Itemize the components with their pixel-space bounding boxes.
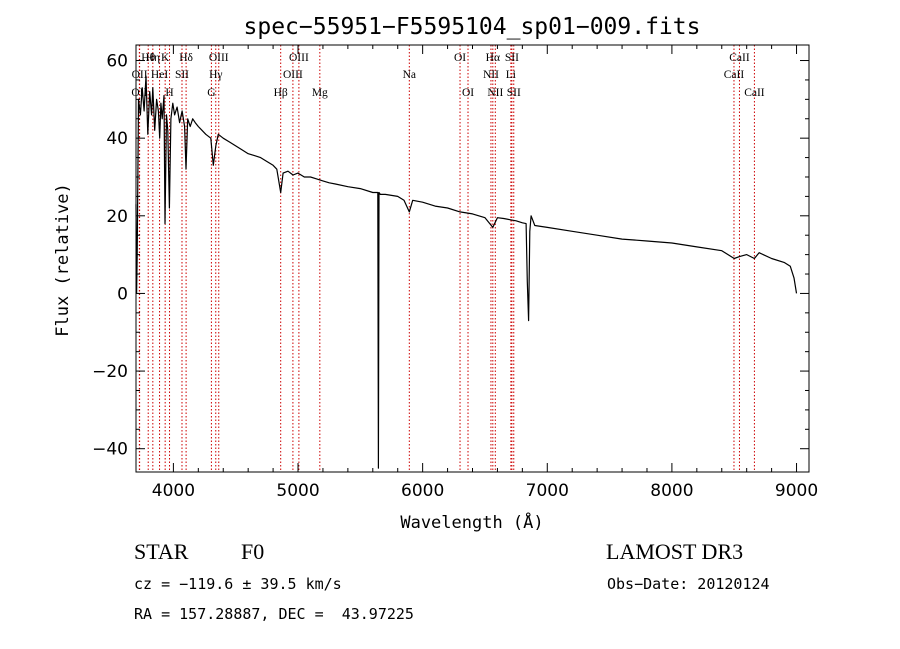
coordinates: RA = 157.28887, DEC = 43.97225 — [134, 605, 414, 623]
x-tick-label: 6000 — [401, 481, 444, 501]
line-marker-label-4: HeI — [151, 69, 168, 81]
line-marker-label-23: Li — [506, 69, 516, 81]
y-axis-ticks: −40 −20 0 20 40 60 — [92, 52, 809, 460]
x-tick-label: 9000 — [775, 481, 818, 501]
line-marker-label-17: OI — [454, 52, 466, 64]
x-tick-label: 4000 — [152, 481, 195, 501]
line-marker-label-7: H — [165, 87, 173, 99]
object-subclass: F0 — [241, 539, 265, 564]
line-marker-label-16: Na — [403, 69, 416, 81]
chart-title: spec−55951−F5595104_sp01−009.fits — [244, 14, 701, 40]
line-marker-label-22: SII — [505, 52, 519, 64]
spectrum-line — [135, 75, 798, 469]
y-axis-label: Flux (relative) — [53, 183, 73, 337]
x-tick-label: 8000 — [650, 481, 693, 501]
x-tick-label: 5000 — [276, 481, 319, 501]
redshift-cz: cz = −119.6 ± 39.5 km/s — [134, 575, 342, 593]
y-tick-label: 0 — [117, 284, 128, 304]
line-marker-label-6: SII — [175, 69, 189, 81]
line-marker-label-20: NII — [483, 69, 499, 81]
line-marker-label-11: G — [207, 87, 215, 99]
x-axis-label: Wavelength (Å) — [400, 511, 543, 533]
x-tick-label: 7000 — [526, 481, 569, 501]
y-tick-label: 60 — [106, 52, 128, 72]
y-tick-label: −20 — [92, 362, 128, 382]
line-marker-label-18: OI — [462, 87, 474, 99]
y-tick-label: 20 — [106, 207, 128, 227]
y-tick-label: −40 — [92, 440, 128, 460]
spectrum-series — [135, 75, 798, 469]
line-marker-label-26: CaII — [724, 69, 745, 81]
line-marker-label-27: CaII — [744, 87, 765, 99]
line-marker-label-12: Hβ — [274, 87, 288, 99]
line-marker-label-13: OIII — [289, 52, 309, 64]
line-marker-label-21: NII — [487, 87, 503, 99]
line-marker-label-5: K — [161, 52, 170, 64]
observation-date: Obs−Date: 20120124 — [607, 575, 770, 593]
line-markers — [138, 45, 755, 472]
y-tick-label: 40 — [106, 129, 128, 149]
object-class: STAR — [134, 539, 189, 564]
line-marker-label-15: Mg — [312, 87, 328, 99]
line-marker-label-10: Hγ — [209, 69, 222, 81]
line-marker-label-3: Hη — [146, 52, 160, 64]
survey-name: LAMOST DR3 — [606, 539, 744, 564]
line-marker-label-0: OII — [131, 87, 147, 99]
line-marker-label-9: OIII — [209, 52, 229, 64]
line-marker-label-24: SII — [507, 87, 521, 99]
line-marker-label-14: OIII — [283, 69, 303, 81]
line-marker-label-8: Hδ — [179, 52, 193, 64]
x-axis-ticks: 4000 5000 6000 7000 8000 9000 — [152, 45, 818, 501]
line-marker-label-25: CaII — [729, 52, 750, 64]
line-marker-label-19: Hα — [486, 52, 500, 64]
plot-frame — [135, 44, 810, 473]
